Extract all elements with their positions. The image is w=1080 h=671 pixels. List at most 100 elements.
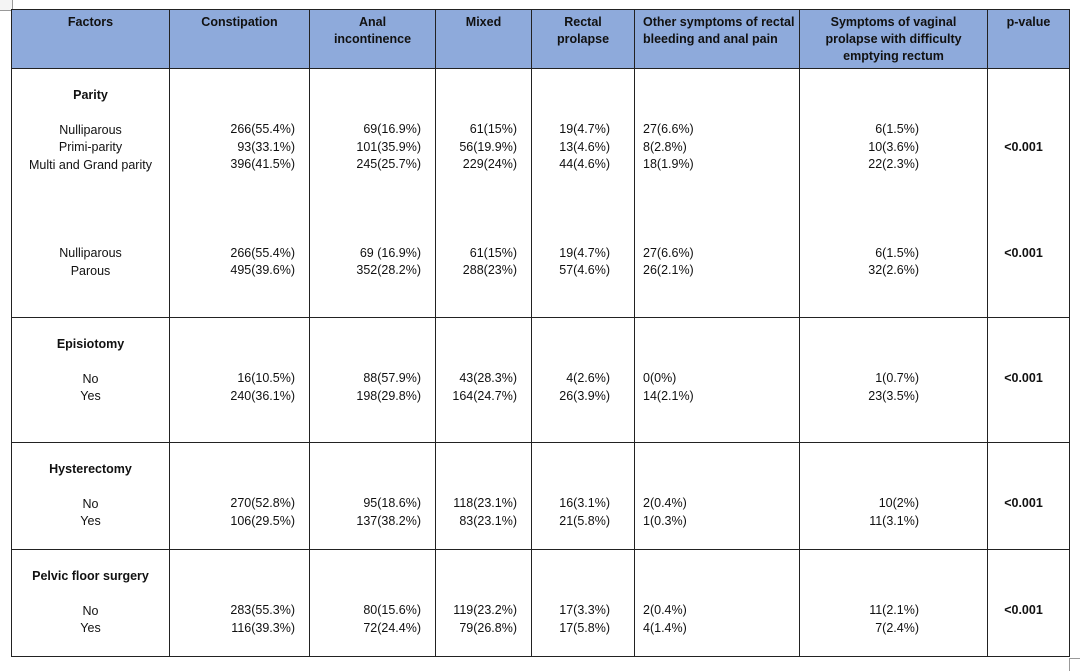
p-value: <0.001	[1004, 140, 1043, 154]
value: 17(3.3%)	[559, 603, 610, 617]
value: 22(2.3%)	[868, 157, 919, 171]
value: 270(52.8%)	[230, 496, 295, 510]
value: 7(2.4%)	[875, 620, 919, 635]
resize-corner-icon	[1069, 658, 1080, 671]
mixed-cell: 43(28.3%) 164(24.7%)	[435, 317, 532, 443]
value: 118(23.1%)	[453, 496, 517, 510]
constipation-cell: 266(55.4%) 93(33.1%) 396(41.5%) 266(55.4…	[169, 68, 310, 318]
value: 16(3.1%)	[559, 496, 610, 510]
value: 352(28.2%)	[356, 263, 421, 277]
vaginal-cell: 1(0.7%) 23(3.5%)	[799, 317, 988, 443]
p-value: <0.001	[1004, 245, 1043, 260]
factor-label: Yes	[80, 389, 101, 403]
factor-label: Multi and Grand parity	[29, 157, 152, 172]
value: 32(2.6%)	[868, 263, 919, 277]
value: 11(2.1%)	[869, 603, 919, 617]
value: 14(2.1%)	[643, 388, 694, 403]
value: 23(3.5%)	[868, 388, 919, 403]
factor-label: Nulliparous	[59, 122, 122, 137]
document-corner-icon	[0, 0, 13, 11]
value: 4(1.4%)	[643, 620, 687, 635]
header-factors: Factors	[11, 9, 170, 69]
table-row: Parity Nulliparous Primi-parity Multi an…	[11, 68, 1070, 318]
anal-cell: 95(18.6%) 137(38.2%)	[309, 442, 436, 550]
other-cell: 27(6.6%) 8(2.8%) 18(1.9%) 27(6.6%) 26(2.…	[634, 68, 800, 318]
value: 495(39.6%)	[230, 263, 295, 277]
p-value: <0.001	[1004, 603, 1043, 617]
anal-cell: 69(16.9%) 101(35.9%) 245(25.7%) 69 (16.9…	[309, 68, 436, 318]
value: 164(24.7%)	[452, 388, 517, 403]
value: 61(15%)	[469, 245, 517, 260]
value: 19(4.7%)	[559, 245, 610, 260]
mixed-cell: 61(15%) 56(19.9%) 229(24%) 61(15%) 288(2…	[435, 68, 532, 318]
value: 16(10.5%)	[237, 371, 295, 385]
anal-cell: 80(15.6%) 72(24.4%)	[309, 549, 436, 657]
value: 266(55.4%)	[230, 245, 295, 260]
factor-heading: Parity	[73, 88, 108, 102]
factor-cell: Parity Nulliparous Primi-parity Multi an…	[11, 68, 170, 318]
anal-cell: 88(57.9%) 198(29.8%)	[309, 317, 436, 443]
factor-label: Primi-parity	[58, 140, 123, 154]
value: 1(0.7%)	[875, 371, 919, 385]
factors-table: Factors Constipation Anal incontinence M…	[11, 9, 1070, 657]
factor-heading: Episiotomy	[56, 337, 125, 351]
value: 8(2.8%)	[643, 139, 687, 154]
value: 72(24.4%)	[363, 620, 421, 635]
value: 137(38.2%)	[356, 513, 421, 528]
table-row: Hysterectomy No Yes 270(52.8%) 106(29.5%…	[11, 442, 1070, 550]
value: 4(2.6%)	[566, 371, 610, 385]
value: 2(0.4%)	[643, 496, 687, 510]
value: 18(1.9%)	[643, 157, 694, 171]
rectal-cell: 19(4.7%) 13(4.6%) 44(4.6%) 19(4.7%) 57(4…	[531, 68, 635, 318]
p-value-cell: <0.001 <0.001	[987, 68, 1070, 318]
value: 80(15.6%)	[363, 603, 421, 617]
value: 119(23.2%)	[453, 603, 517, 617]
value: 2(0.4%)	[643, 603, 687, 617]
value: 10(2%)	[878, 496, 919, 510]
p-value-cell: <0.001	[987, 442, 1070, 550]
constipation-cell: 283(55.3%) 116(39.3%)	[169, 549, 310, 657]
value: 57(4.6%)	[559, 263, 610, 277]
value: 61(15%)	[469, 122, 517, 136]
value: 27(6.6%)	[643, 245, 694, 260]
header-rectal-prolapse: Rectal prolapse	[531, 9, 635, 69]
value: 21(5.8%)	[559, 513, 610, 528]
p-value-cell: <0.001	[987, 317, 1070, 443]
value: 106(29.5%)	[230, 513, 295, 528]
value: 245(25.7%)	[356, 157, 421, 171]
value: 56(19.9%)	[459, 139, 517, 154]
rectal-cell: 17(3.3%) 17(5.8%)	[531, 549, 635, 657]
value: 101(35.9%)	[356, 139, 421, 154]
factor-cell: Hysterectomy No Yes	[11, 442, 170, 550]
other-cell: 0(0%) 14(2.1%)	[634, 317, 800, 443]
header-mixed: Mixed	[435, 9, 532, 69]
value: 69 (16.9%)	[359, 245, 421, 260]
value: 10(3.6%)	[868, 139, 919, 154]
header-vaginal-prolapse: Symptoms of vaginal prolapse with diffic…	[799, 9, 988, 69]
value: 266(55.4%)	[230, 122, 295, 136]
factor-label: Yes	[80, 621, 101, 635]
value: 288(23%)	[462, 263, 517, 277]
constipation-cell: 16(10.5%) 240(36.1%)	[169, 317, 310, 443]
mixed-cell: 118(23.1%) 83(23.1%)	[435, 442, 532, 550]
value: 240(36.1%)	[230, 388, 295, 403]
value: 396(41.5%)	[230, 157, 295, 171]
value: 27(6.6%)	[643, 122, 694, 136]
value: 43(28.3%)	[459, 371, 517, 385]
header-other-symptoms: Other symptoms of rectal bleeding and an…	[634, 9, 800, 69]
other-cell: 2(0.4%) 1(0.3%)	[634, 442, 800, 550]
value: 1(0.3%)	[643, 513, 687, 528]
factor-heading: Pelvic floor surgery	[32, 569, 149, 583]
table-row: Pelvic floor surgery No Yes 283(55.3%) 1…	[11, 549, 1070, 657]
mixed-cell: 119(23.2%) 79(26.8%)	[435, 549, 532, 657]
factor-label: No	[82, 603, 99, 618]
value: 83(23.1%)	[459, 513, 517, 528]
table-row: Episiotomy No Yes 16(10.5%) 240(36.1%) 8…	[11, 317, 1070, 443]
factor-label: Nulliparous	[59, 246, 122, 260]
vaginal-cell: 10(2%) 11(3.1%)	[799, 442, 988, 550]
value: 11(3.1%)	[869, 513, 919, 528]
rectal-cell: 16(3.1%) 21(5.8%)	[531, 442, 635, 550]
factor-label: No	[82, 496, 99, 511]
header-row: Factors Constipation Anal incontinence M…	[11, 9, 1070, 69]
factor-label: No	[82, 371, 99, 386]
